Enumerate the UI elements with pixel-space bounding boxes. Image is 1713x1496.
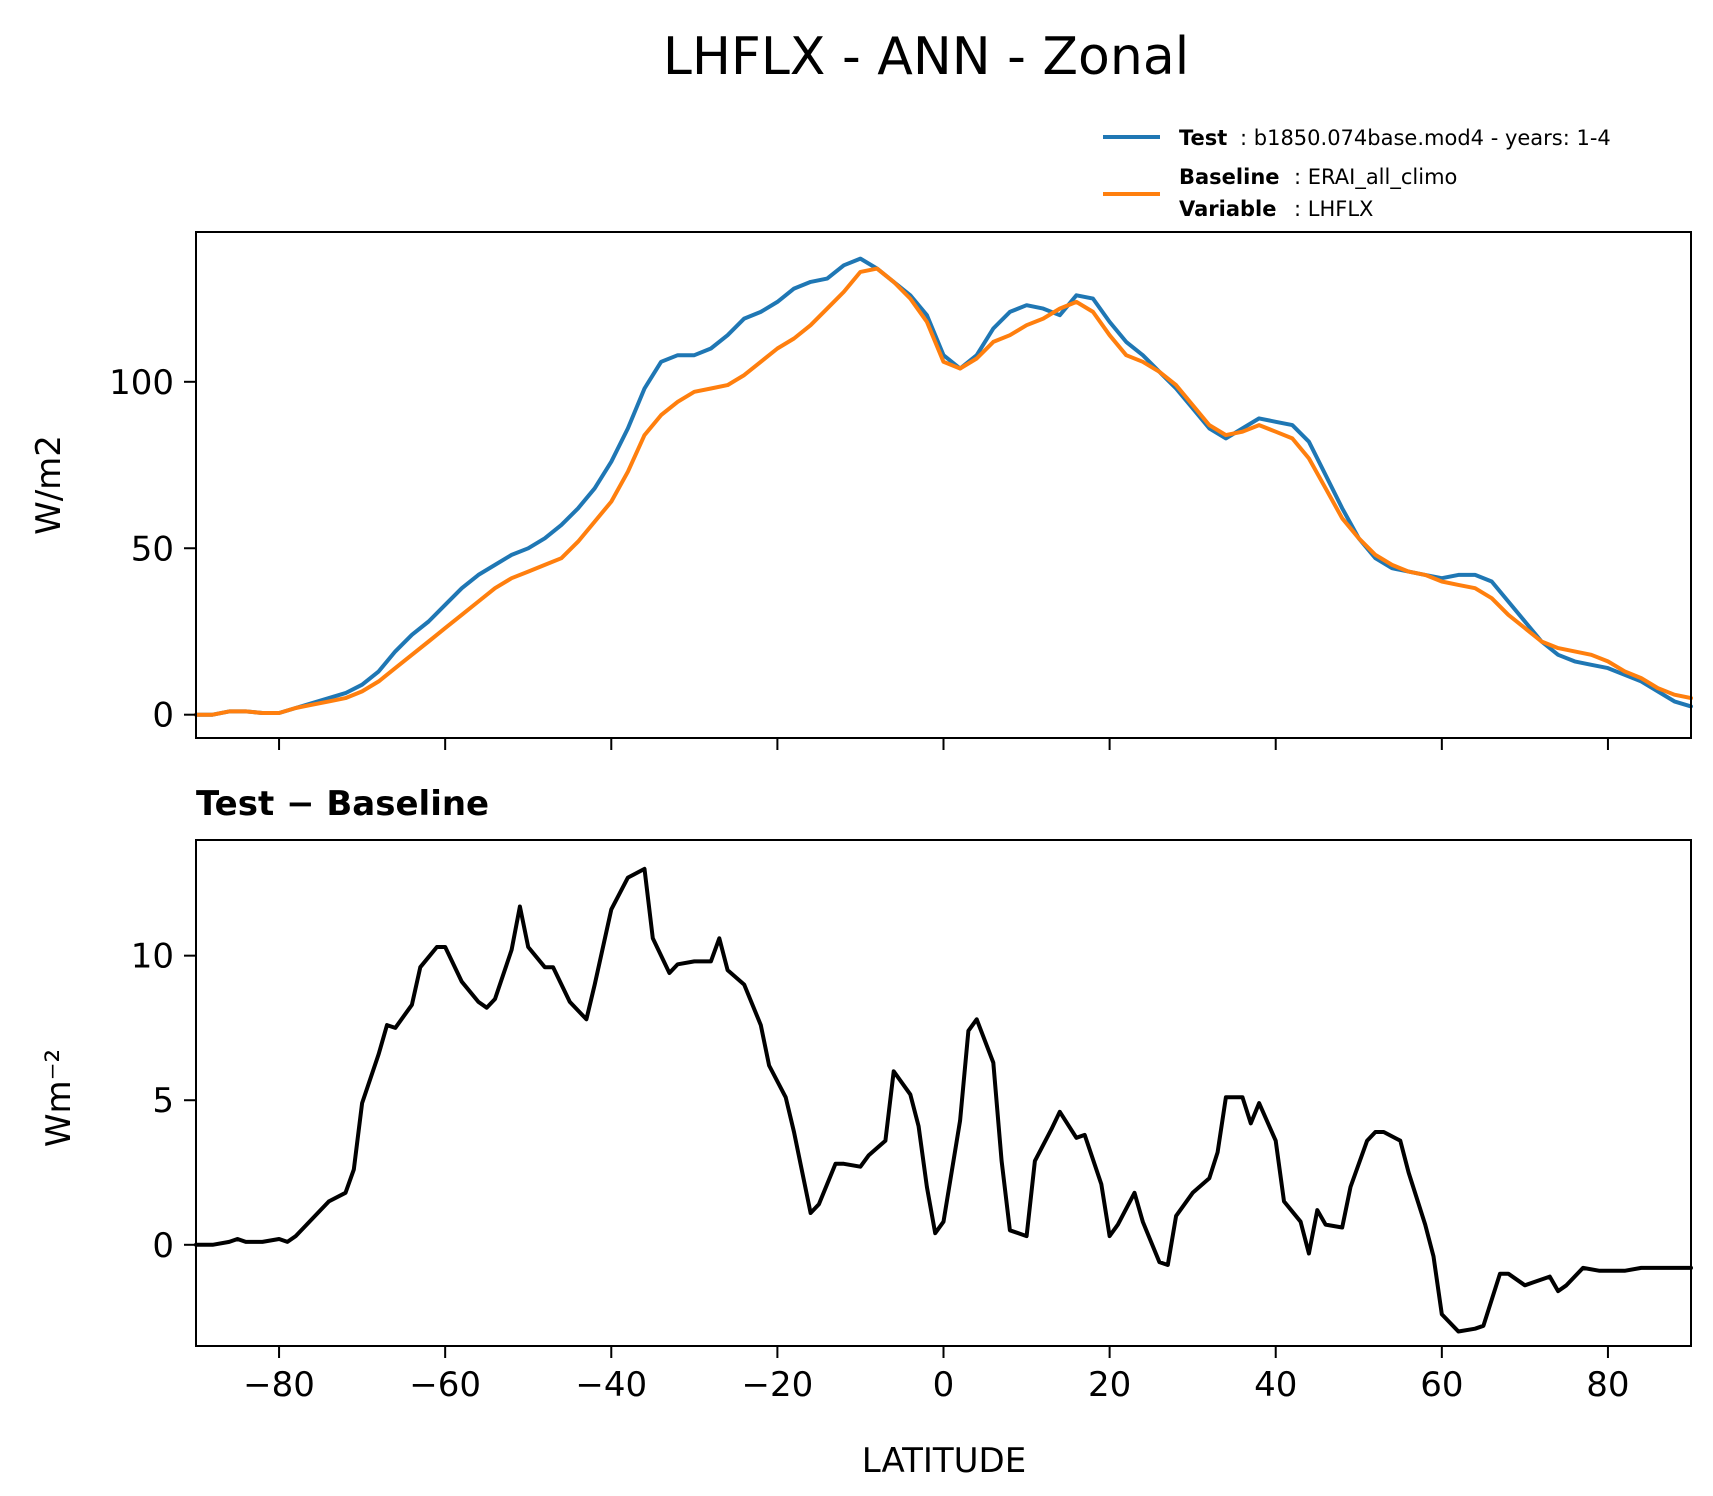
legend-variable-label: Variable [1179,197,1276,221]
top-y-axis-label: W/m2 [29,435,69,535]
bottom-x-tick-label: 80 [1586,1365,1629,1405]
top-y-tick-label: 100 [109,363,174,403]
bottom-x-axis-label: LATITUDE [862,1441,1026,1481]
top-y-ticks: 0 50 100 [109,363,196,736]
bottom-x-tick-label: −40 [575,1365,647,1405]
bottom-x-tick-label: 20 [1088,1365,1131,1405]
legend: Test : b1850.074base.mod4 - years: 1-4 B… [1103,126,1611,221]
bottom-y-tick-label: 5 [152,1081,174,1121]
top-series-line-test [194,256,1693,717]
bottom-panel-title: Test − Baseline [196,784,489,824]
top-plot-lines [194,256,1693,717]
bottom-x-tick-label: −80 [243,1365,315,1405]
bottom-x-tick-label: 60 [1420,1365,1463,1405]
bottom-y-axis-label: Wm⁻² [39,1049,79,1147]
bottom-x-tick-label: −20 [742,1365,814,1405]
bottom-x-tick-label: −60 [409,1365,481,1405]
bottom-plot-lines [194,866,1693,1334]
top-series-line-baseline [194,266,1693,717]
top-panel: 0 50 100 W/m2 [29,231,1693,750]
legend-test-label: Test [1179,126,1227,150]
legend-variable-value: : LHFLX [1294,197,1373,221]
top-y-tick-label: 0 [152,696,174,736]
legend-baseline-value: : ERAI_all_climo [1294,165,1457,190]
bottom-panel: Test − Baseline −80 −60 −40 −20 0 20 40 60 80 0 5… [39,784,1693,1481]
bottom-x-tick-label: 0 [933,1365,955,1405]
legend-test-value: : b1850.074base.mod4 - years: 1-4 [1240,126,1611,150]
bottom-series-line-diff [194,866,1693,1334]
top-y-tick-label: 50 [131,529,174,569]
bottom-x-ticks: −80 −60 −40 −20 0 20 40 60 80 [243,1346,1630,1405]
legend-baseline-label: Baseline [1179,165,1280,189]
bottom-y-tick-label: 0 [152,1226,174,1266]
bottom-y-ticks: 0 5 10 [131,937,196,1266]
top-x-ticks [278,738,1609,750]
bottom-x-tick-label: 40 [1254,1365,1297,1405]
figure-title: LHFLX - ANN - Zonal [663,27,1189,87]
bottom-y-tick-label: 10 [131,937,174,977]
